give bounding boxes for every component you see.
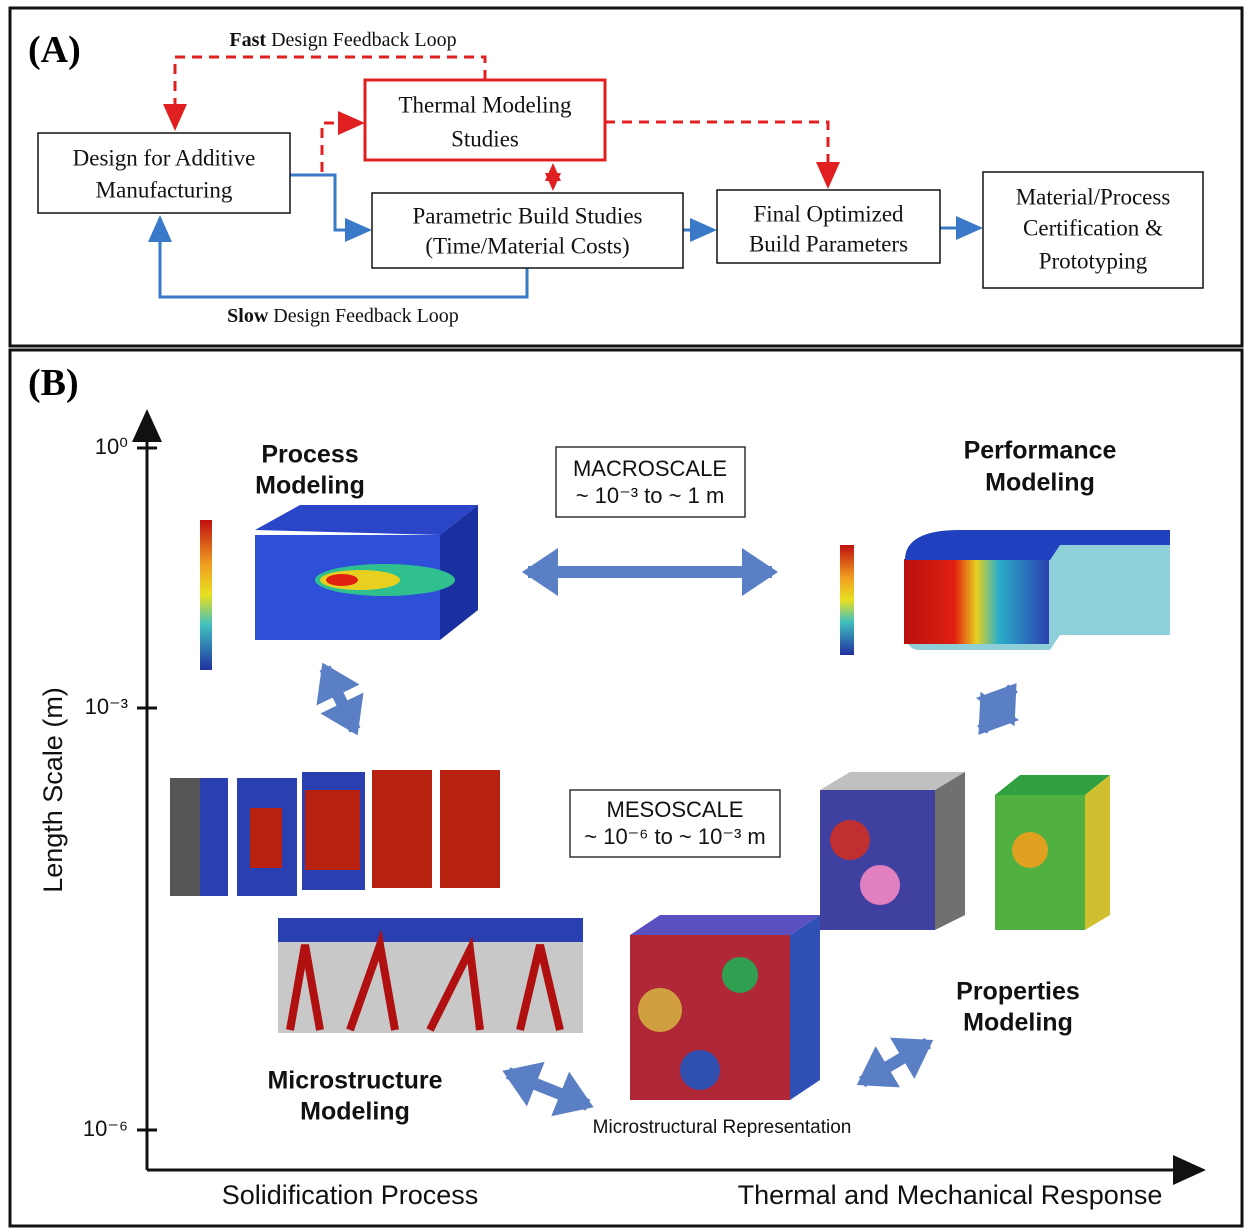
node-label: Design for Additive (73, 145, 256, 170)
y-tick-label: 10⁻³ (85, 694, 128, 719)
x-axis-label: Thermal and Mechanical Response (738, 1180, 1163, 1210)
loop-rest: Design Feedback Loop (273, 305, 459, 327)
scale-label: MACROSCALE (573, 456, 727, 481)
node-label: Manufacturing (96, 177, 233, 202)
node-label: Prototyping (1039, 248, 1148, 273)
panel-label: (B) (28, 362, 79, 404)
loop-bold: Slow (227, 305, 269, 327)
loop-bold: Fast (229, 29, 266, 51)
y-tick-label: 10⁰ (95, 434, 128, 459)
module-title: Microstructure (267, 1067, 442, 1095)
module-title: Modeling (300, 1098, 410, 1126)
y-axis-label: Length Scale (m) (38, 687, 68, 893)
node-label: Material/Process (1016, 184, 1171, 209)
module-title: Process (261, 441, 358, 469)
panel-label: (A) (28, 29, 81, 71)
process-image (200, 505, 478, 670)
node-label: Build Parameters (749, 231, 908, 256)
loop-rest: Design Feedback Loop (271, 29, 457, 51)
module-title: Modeling (255, 472, 365, 500)
scale-label: ~ 10⁻⁶ to ~ 10⁻³ m (584, 824, 765, 849)
node-label: Parametric Build Studies (413, 203, 643, 228)
node-label: (Time/Material Costs) (425, 233, 629, 258)
loop-label: Fast Design Feedback Loop (229, 29, 456, 51)
scale-label: MESOSCALE (607, 797, 744, 822)
loop-label: Slow Design Feedback Loop (227, 305, 459, 327)
figure: (A) Fast Design Feedback Loop Slow Desig… (0, 0, 1253, 1232)
module-title: Performance (964, 437, 1117, 465)
module-title: Modeling (963, 1009, 1073, 1037)
scale-label: ~ 10⁻³ to ~ 1 m (576, 483, 725, 508)
dendrite-images (170, 770, 583, 1033)
module-title: Properties (956, 978, 1080, 1006)
module-title: Modeling (985, 469, 1095, 497)
node-label: Final Optimized (753, 201, 904, 226)
y-tick-label: 10⁻⁶ (83, 1116, 128, 1141)
node-label: Studies (451, 126, 519, 151)
x-axis-label: Solidification Process (222, 1180, 479, 1210)
caption: Microstructural Representation (593, 1117, 852, 1138)
node-label: Thermal Modeling (398, 92, 572, 117)
performance-image (840, 530, 1170, 655)
node-label: Certification & (1023, 215, 1163, 240)
